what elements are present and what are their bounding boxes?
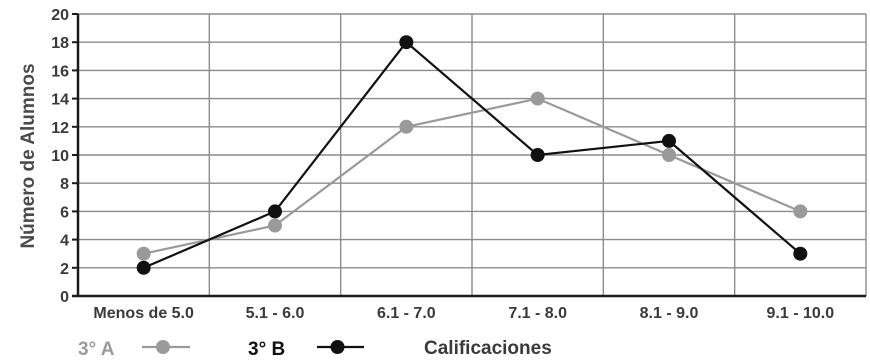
x-tick-label: 8.1 - 9.0 [640, 305, 699, 322]
data-point [268, 204, 282, 219]
series-line [143, 40, 802, 269]
legend: 3° A 3° B [78, 339, 364, 360]
axes [72, 13, 866, 298]
legend-label: 3° B [248, 339, 285, 360]
y-tick-label: 0 [60, 289, 69, 306]
data-point [530, 148, 545, 162]
y-tick-label: 4 [60, 233, 69, 250]
y-tick-label: 12 [51, 120, 69, 137]
data-point [662, 133, 676, 148]
x-tick-labels: Menos de 5.0 5.1 - 6.0 6.1 - 7.0 7.1 - 8.0 8… [93, 305, 834, 322]
x-tick-label: 9.1 - 10.0 [767, 305, 835, 322]
y-tick-label: 10 [51, 148, 69, 165]
y-tick-label: 6 [60, 204, 69, 221]
x-tick-label: 6.1 - 7.0 [377, 305, 436, 322]
y-axis-label: Número de Alumnos [18, 63, 39, 248]
y-tick-label: 18 [51, 35, 69, 52]
y-tick-label: 16 [51, 63, 69, 80]
x-tick-label: 5.1 - 6.0 [246, 305, 305, 322]
y-tick-label: 8 [60, 176, 69, 193]
y-tick-labels: 0 2 4 6 8 10 12 14 16 18 20 [51, 7, 69, 306]
x-tick-label: 7.1 - 8.0 [508, 305, 567, 322]
legend-label: 3° A [78, 339, 115, 360]
data-point [793, 246, 808, 261]
x-tick-label: Menos de 5.0 [93, 305, 194, 322]
series-line [143, 97, 801, 255]
data-point [530, 91, 545, 106]
x-axis-label: Calificaciones [424, 338, 552, 359]
y-tick-label: 2 [60, 261, 69, 278]
y-tick-label: 14 [51, 92, 69, 109]
data-point [136, 246, 151, 261]
data-point [399, 35, 414, 50]
y-tick-label: 20 [51, 7, 69, 24]
grid [78, 13, 867, 296]
legend-marker [330, 340, 345, 354]
data-point [136, 260, 151, 275]
data-point [662, 148, 676, 162]
legend-marker [156, 340, 170, 354]
data-point [268, 218, 282, 233]
data-point [399, 119, 414, 134]
series [136, 35, 808, 275]
data-point [793, 204, 808, 219]
